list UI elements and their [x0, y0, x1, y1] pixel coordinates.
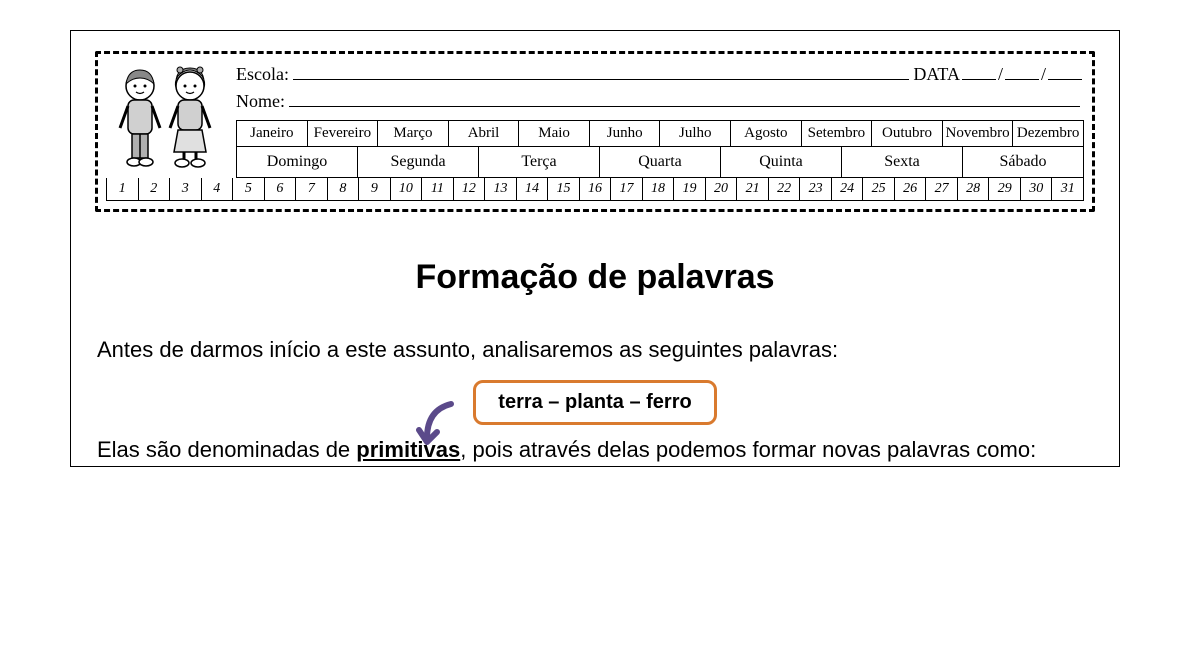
date-day-blank[interactable]: [962, 62, 996, 80]
weekday-cell[interactable]: Quarta: [600, 147, 721, 177]
day-cell[interactable]: 15: [548, 178, 580, 200]
day-cell[interactable]: 24: [832, 178, 864, 200]
days-row: 1234567891011121314151617181920212223242…: [106, 178, 1084, 201]
weekday-cell[interactable]: Quinta: [721, 147, 842, 177]
day-cell[interactable]: 5: [233, 178, 265, 200]
day-cell[interactable]: 23: [800, 178, 832, 200]
day-cell[interactable]: 19: [674, 178, 706, 200]
day-cell[interactable]: 2: [139, 178, 171, 200]
month-cell[interactable]: Novembro: [943, 121, 1014, 146]
day-cell[interactable]: 21: [737, 178, 769, 200]
primitive-words-box: terra – planta – ferro: [473, 380, 716, 425]
day-cell[interactable]: 3: [170, 178, 202, 200]
second-text-post: , pois através delas podemos formar nova…: [460, 437, 1036, 462]
months-row: JaneiroFevereiroMarçoAbrilMaioJunhoJulho…: [236, 120, 1084, 147]
weekday-cell[interactable]: Segunda: [358, 147, 479, 177]
day-cell[interactable]: 14: [517, 178, 549, 200]
day-cell[interactable]: 7: [296, 178, 328, 200]
day-cell[interactable]: 12: [454, 178, 486, 200]
month-cell[interactable]: Fevereiro: [308, 121, 379, 146]
nome-blank[interactable]: [289, 89, 1080, 107]
day-cell[interactable]: 1: [107, 178, 139, 200]
word-box-wrap: terra – planta – ferro: [95, 380, 1095, 425]
day-cell[interactable]: 27: [926, 178, 958, 200]
date-year-blank[interactable]: [1048, 62, 1082, 80]
day-cell[interactable]: 10: [391, 178, 423, 200]
day-cell[interactable]: 9: [359, 178, 391, 200]
data-label: DATA: [913, 64, 960, 85]
month-cell[interactable]: Setembro: [802, 121, 873, 146]
month-cell[interactable]: Maio: [519, 121, 590, 146]
children-illustration: [106, 60, 226, 190]
month-cell[interactable]: Janeiro: [237, 121, 308, 146]
day-cell[interactable]: 29: [989, 178, 1021, 200]
escola-label: Escola:: [236, 64, 289, 85]
month-cell[interactable]: Dezembro: [1013, 121, 1083, 146]
weekday-cell[interactable]: Sexta: [842, 147, 963, 177]
day-cell[interactable]: 11: [422, 178, 454, 200]
day-cell[interactable]: 31: [1052, 178, 1083, 200]
nome-row: Nome:: [236, 89, 1084, 112]
day-cell[interactable]: 20: [706, 178, 738, 200]
day-cell[interactable]: 30: [1021, 178, 1053, 200]
day-cell[interactable]: 8: [328, 178, 360, 200]
day-cell[interactable]: 13: [485, 178, 517, 200]
curved-arrow-icon: [415, 398, 461, 448]
second-text-pre: Elas são denominadas de: [97, 437, 356, 462]
month-cell[interactable]: Abril: [449, 121, 520, 146]
worksheet-page: Escola: DATA // Nome: JaneiroFevereiroMa…: [70, 30, 1120, 467]
day-cell[interactable]: 6: [265, 178, 297, 200]
day-cell[interactable]: 18: [643, 178, 675, 200]
day-cell[interactable]: 16: [580, 178, 612, 200]
month-cell[interactable]: Outubro: [872, 121, 943, 146]
second-text: Elas são denominadas de primitivas, pois…: [97, 435, 1093, 466]
month-cell[interactable]: Março: [378, 121, 449, 146]
month-cell[interactable]: Agosto: [731, 121, 802, 146]
day-cell[interactable]: 4: [202, 178, 234, 200]
day-cell[interactable]: 25: [863, 178, 895, 200]
day-cell[interactable]: 28: [958, 178, 990, 200]
nome-label: Nome:: [236, 91, 285, 112]
month-cell[interactable]: Junho: [590, 121, 661, 146]
escola-row: Escola: DATA //: [236, 62, 1084, 85]
worksheet-title: Formação de palavras: [95, 258, 1095, 297]
weekday-cell[interactable]: Terça: [479, 147, 600, 177]
weekday-cell[interactable]: Domingo: [237, 147, 358, 177]
month-cell[interactable]: Julho: [660, 121, 731, 146]
weekday-cell[interactable]: Sábado: [963, 147, 1083, 177]
day-cell[interactable]: 22: [769, 178, 801, 200]
header-box: Escola: DATA // Nome: JaneiroFevereiroMa…: [95, 51, 1095, 212]
intro-text: Antes de darmos início a este assunto, a…: [97, 335, 1093, 366]
day-cell[interactable]: 26: [895, 178, 927, 200]
day-cell[interactable]: 17: [611, 178, 643, 200]
escola-blank[interactable]: [293, 62, 909, 80]
date-month-blank[interactable]: [1005, 62, 1039, 80]
weekdays-row: DomingoSegundaTerçaQuartaQuintaSextaSába…: [236, 147, 1084, 178]
